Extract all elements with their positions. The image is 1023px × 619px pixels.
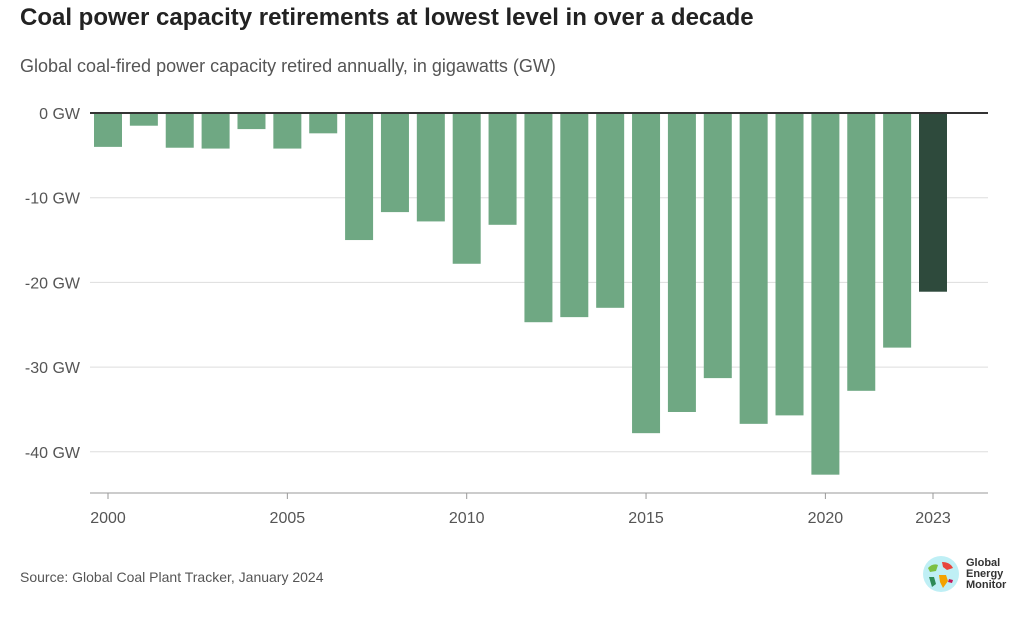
bar-2018 [739, 113, 768, 424]
bar-2008 [380, 113, 409, 213]
bar-2014 [596, 113, 625, 308]
x-tick-label: 2020 [808, 510, 844, 527]
y-tick-label: -40 GW [25, 445, 81, 462]
bar-2017 [703, 113, 732, 379]
y-tick-label: 0 GW [39, 106, 81, 123]
bar-2022 [883, 113, 912, 348]
gem-logo: Global Energy Monitor [922, 555, 1016, 593]
x-tick-label: 2010 [449, 510, 485, 527]
bar-2023 [919, 113, 947, 292]
bar-2012 [524, 113, 553, 323]
bar-2002 [165, 113, 194, 148]
y-tick-label: -10 GW [25, 191, 81, 208]
x-tick-label: 2005 [270, 510, 306, 527]
bar-2015 [632, 113, 661, 434]
bar-2011 [488, 113, 517, 225]
bar-2005 [273, 113, 302, 149]
bar-2006 [309, 113, 338, 134]
x-tick-label: 2023 [915, 510, 951, 527]
bar-2020 [811, 113, 840, 475]
bar-2000 [94, 113, 122, 147]
y-tick-label: -20 GW [25, 275, 81, 292]
bar-2007 [345, 113, 374, 241]
x-tick-label: 2015 [628, 510, 664, 527]
bar-2013 [560, 113, 589, 318]
logo-text: Global Energy Monitor [966, 556, 1007, 591]
globe-icon [923, 556, 959, 592]
bar-2021 [847, 113, 876, 391]
bar-2004 [237, 113, 266, 130]
chart-title: Coal power capacity retirements at lowes… [20, 4, 754, 31]
x-tick-label: 2000 [90, 510, 126, 527]
bar-2016 [667, 113, 696, 412]
bar-2003 [201, 113, 230, 149]
y-tick-label: -30 GW [25, 360, 81, 377]
bar-2010 [452, 113, 481, 264]
source-note: Source: Global Coal Plant Tracker, Janua… [20, 569, 324, 585]
bar-2019 [775, 113, 804, 416]
bar-2001 [129, 113, 158, 126]
bar-2009 [416, 113, 445, 222]
chart-subtitle: Global coal-fired power capacity retired… [20, 56, 556, 76]
